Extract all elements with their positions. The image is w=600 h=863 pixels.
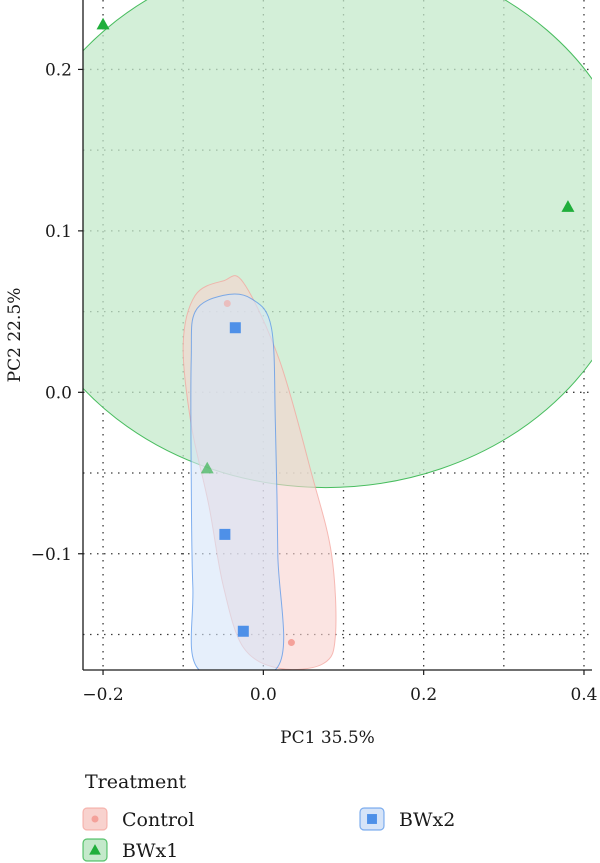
y-tick-label: 0.2 [45, 60, 72, 80]
x-tick-label: 0.4 [570, 685, 597, 705]
point-bwx1 [561, 200, 575, 212]
legend-item-bwx2: BWx2 [359, 807, 455, 831]
x-tick-label: 0.2 [410, 685, 437, 705]
y-axis-title: PC2 22.5% [5, 288, 25, 383]
y-tick-label: 0.1 [45, 222, 72, 242]
point-bwx2 [219, 528, 231, 540]
point-control [287, 639, 295, 647]
y-tick-label: 0.0 [45, 383, 72, 403]
legend-label: Control [122, 809, 194, 831]
point-bwx2 [229, 322, 241, 334]
legend-marker-control [91, 815, 99, 823]
point-control [223, 300, 231, 308]
group-regions [83, 0, 592, 670]
legend-marker-bwx1 [89, 844, 101, 855]
region-bwx2 [190, 293, 285, 670]
legend: Treatment Control BWx2 BWx1 [82, 771, 455, 862]
x-axis-title: PC1 35.5% [280, 728, 375, 748]
legend-item-control: Control [82, 807, 194, 831]
x-tick-label: −0.2 [82, 685, 123, 705]
axes: −0.2 0.0 0.2 0.4 −0.1 0.0 0.1 0.2 [31, 0, 598, 705]
legend-title: Treatment [85, 771, 186, 793]
legend-label: BWx2 [399, 809, 455, 831]
x-tick-label: 0.0 [250, 685, 277, 705]
legend-item-bwx1: BWx1 [82, 838, 178, 862]
region-bwx1 [83, 0, 592, 488]
legend-label: BWx1 [122, 840, 178, 862]
data-points [96, 17, 575, 647]
point-bwx1 [200, 461, 214, 474]
point-bwx2 [237, 625, 249, 637]
legend-marker-bwx2 [367, 814, 377, 824]
point-bwx1 [96, 17, 110, 30]
y-tick-label: −0.1 [31, 545, 72, 565]
